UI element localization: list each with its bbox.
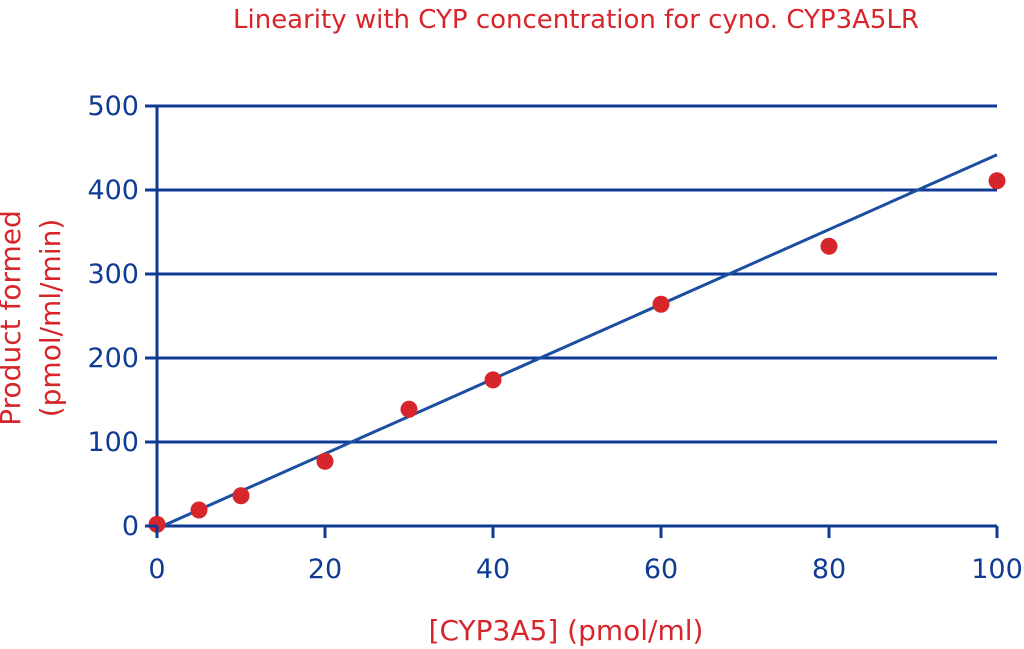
y-tick-label-500: 500 — [87, 91, 139, 122]
x-tick-label-40: 40 — [476, 554, 510, 585]
y-tick-label-400: 400 — [87, 175, 139, 206]
x-tick-label-100: 100 — [971, 554, 1023, 585]
y-tick-label-100: 100 — [87, 427, 139, 458]
chart-title: Linearity with CYP concentration for cyn… — [233, 5, 919, 35]
grid-layer — [157, 104, 997, 444]
y-tick-label-300: 300 — [87, 259, 139, 290]
data-point-4 — [400, 400, 418, 418]
x-axis-label: [CYP3A5] (pmol/ml) — [429, 614, 704, 647]
y-tick-label-0: 0 — [122, 511, 139, 542]
point-layer — [148, 172, 1006, 533]
y-axis-label-line-1: Product formed — [0, 210, 27, 426]
y-tick-label-200: 200 — [87, 343, 139, 374]
data-point-3 — [316, 452, 334, 470]
data-point-0 — [148, 515, 166, 533]
data-point-8 — [988, 172, 1006, 190]
y-tick-layer: 0 100 200 300 400 500 — [87, 91, 157, 542]
y-axis-label-line-2: (pmol/ml/min) — [34, 219, 67, 418]
x-tick-layer: 0 20 40 60 80 100 — [148, 526, 1023, 585]
data-point-5 — [484, 371, 502, 389]
x-tick-label-0: 0 — [148, 554, 165, 585]
data-point-2 — [232, 487, 250, 505]
trend-layer — [156, 153, 998, 530]
axis-layer — [155, 106, 997, 528]
trend-line — [156, 153, 998, 530]
data-point-1 — [190, 501, 208, 519]
data-point-6 — [652, 295, 670, 313]
x-tick-label-20: 20 — [308, 554, 342, 585]
x-tick-label-80: 80 — [812, 554, 846, 585]
x-tick-label-60: 60 — [644, 554, 678, 585]
data-point-7 — [820, 237, 838, 255]
